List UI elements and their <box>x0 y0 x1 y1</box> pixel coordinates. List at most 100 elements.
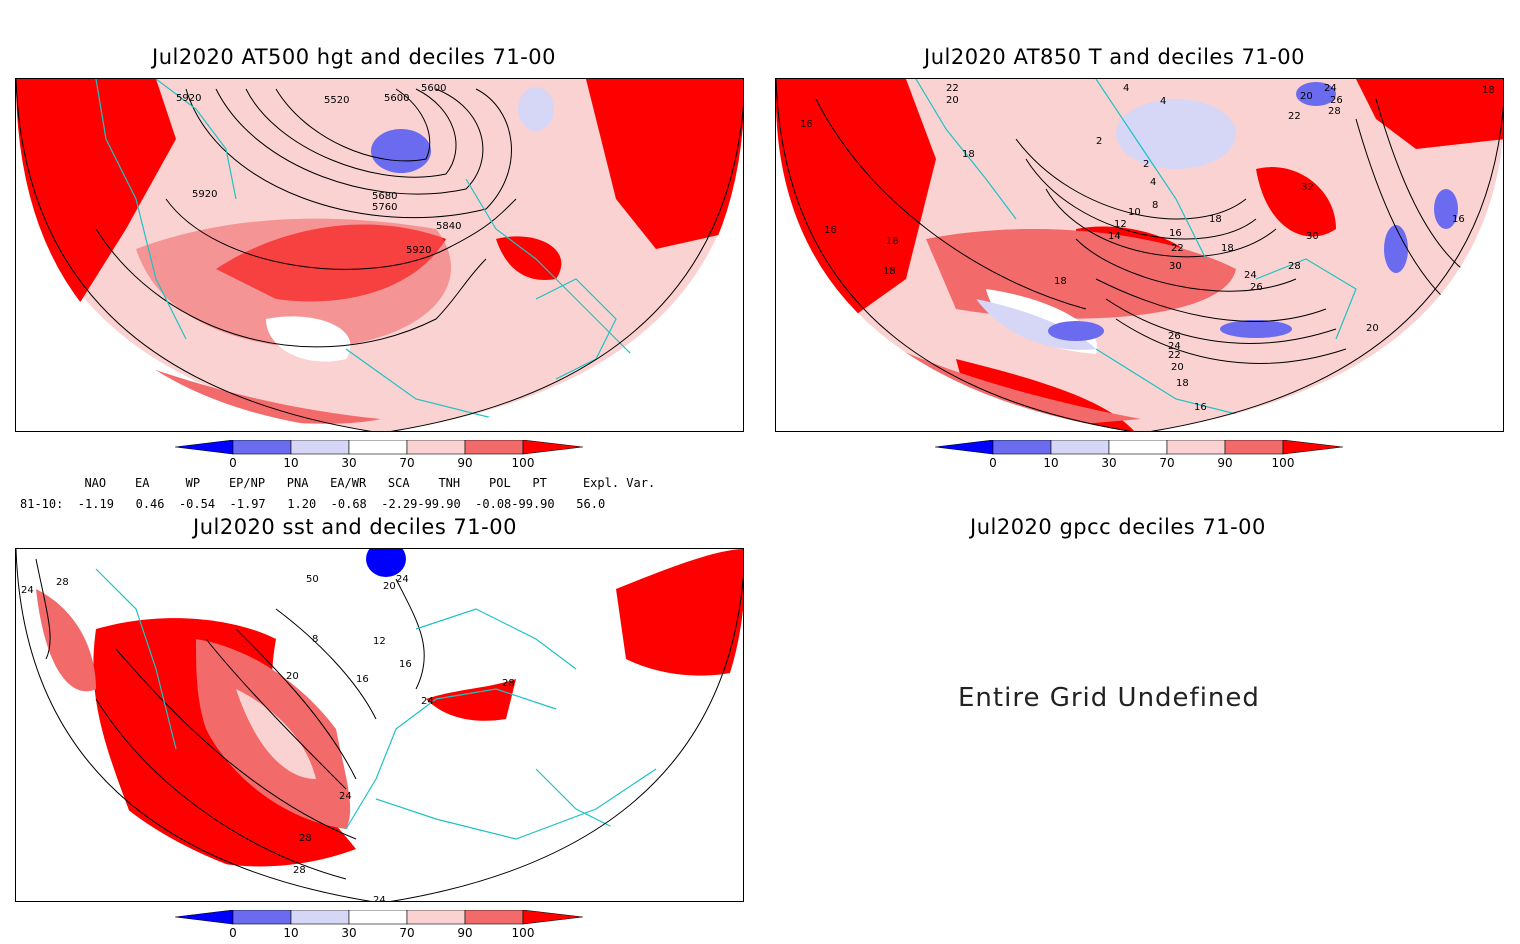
map-at500-svg: 5920 5520 5600 5600 5920 5680 5760 5840 … <box>16 79 743 431</box>
decile-90-shade <box>496 236 562 280</box>
cb-tick: 90 <box>457 456 472 470</box>
decile-30-shade <box>1116 99 1236 169</box>
contour-labels: 24 28 50 24 20 8 12 16 20 16 24 28 24 28… <box>21 574 515 902</box>
svg-text:30: 30 <box>1169 261 1182 272</box>
hemisphere-edge <box>776 79 1503 431</box>
svg-text:24: 24 <box>373 895 386 902</box>
decile-90-shade <box>586 79 743 249</box>
coastlines <box>95 568 657 840</box>
svg-text:26: 26 <box>1330 95 1343 106</box>
cb-tick: 100 <box>512 456 535 470</box>
map-sst-svg: 24 28 50 24 20 8 12 16 20 16 24 28 24 28… <box>16 549 743 902</box>
hemisphere-edge <box>16 79 743 431</box>
svg-text:5920: 5920 <box>406 245 431 256</box>
colorbar-swatches: 0 10 30 70 90 100 <box>174 439 584 470</box>
contour-labels: 22 20 4 4 24 18 16 18 2 2 4 8 20 22 26 2… <box>800 83 1495 413</box>
svg-text:2: 2 <box>1143 159 1149 170</box>
decile-70-shade <box>136 218 451 349</box>
colorbar-swatches: 0 10 30 70 90 100 <box>934 439 1344 470</box>
svg-text:26: 26 <box>1168 331 1181 342</box>
decile-30-shade <box>266 316 351 362</box>
cb-tick: 100 <box>1272 456 1295 470</box>
svg-text:22: 22 <box>1171 243 1184 254</box>
cb-tick: 90 <box>1217 456 1232 470</box>
sst-contours <box>35 558 425 880</box>
svg-text:20: 20 <box>383 581 396 592</box>
svg-text:18: 18 <box>1176 378 1189 389</box>
decile-30-shade <box>518 87 554 131</box>
decile-10-shade <box>1434 189 1458 229</box>
svg-text:12: 12 <box>373 636 386 647</box>
svg-text:2: 2 <box>1096 136 1102 147</box>
colorbar-sst: 0 10 30 70 90 100 <box>174 909 585 940</box>
svg-text:5920: 5920 <box>192 189 217 200</box>
colorbar-at500: 0 10 30 70 90 100 <box>174 439 585 470</box>
svg-text:5760: 5760 <box>372 202 397 213</box>
svg-text:32: 32 <box>1301 182 1314 193</box>
hemisphere-edge <box>16 549 743 901</box>
cb-tick: 30 <box>341 926 356 940</box>
svg-text:22: 22 <box>1288 111 1301 122</box>
decile-70-shade <box>836 319 1141 431</box>
svg-text:16: 16 <box>1452 214 1465 225</box>
decile-90-shade <box>616 549 743 676</box>
svg-text:24: 24 <box>1324 83 1337 94</box>
cb-tick: 0 <box>229 456 237 470</box>
svg-text:5520: 5520 <box>324 95 349 106</box>
map-panel-at500: 5920 5520 5600 5600 5920 5680 5760 5840 … <box>15 78 744 432</box>
cb-tick: 70 <box>399 456 414 470</box>
svg-text:24: 24 <box>339 791 352 802</box>
cb-tick: 90 <box>457 926 472 940</box>
panel1-title: Jul2020 AT500 hgt and deciles 71-00 <box>152 45 557 69</box>
decile-10-shade <box>1220 320 1292 338</box>
svg-text:20: 20 <box>1171 362 1184 373</box>
cb-tick: 0 <box>229 926 237 940</box>
svg-text:26: 26 <box>1250 282 1263 293</box>
index-header: NAO EA WP EP/NP PNA EA/WR SCA TNH POL PT… <box>70 476 656 490</box>
decile-70-shade <box>36 589 96 692</box>
decile-10-shade <box>371 129 431 173</box>
svg-text:22: 22 <box>946 83 959 94</box>
svg-text:5600: 5600 <box>421 83 446 94</box>
svg-text:8: 8 <box>1152 200 1158 211</box>
svg-text:5920: 5920 <box>176 93 201 104</box>
svg-text:18: 18 <box>1054 276 1067 287</box>
cb-tick: 10 <box>1043 456 1058 470</box>
cb-tick: 0 <box>989 456 997 470</box>
svg-text:5840: 5840 <box>436 221 461 232</box>
index-values: 81-10: -1.19 0.46 -0.54 -1.97 1.20 -0.68… <box>20 497 606 511</box>
cb-tick: 70 <box>399 926 414 940</box>
temperature-contours <box>815 98 1477 364</box>
svg-text:8: 8 <box>312 634 318 645</box>
cb-tick: 100 <box>512 926 535 940</box>
svg-text:12: 12 <box>1114 219 1127 230</box>
svg-text:16: 16 <box>824 225 837 236</box>
decile-10-shade <box>1048 321 1104 341</box>
svg-text:28: 28 <box>502 678 515 689</box>
svg-text:30: 30 <box>1306 231 1319 242</box>
svg-text:14: 14 <box>1108 231 1121 242</box>
svg-text:18: 18 <box>883 266 896 277</box>
cb-tick: 70 <box>1159 456 1174 470</box>
contour-labels: 5920 5520 5600 5600 5920 5680 5760 5840 … <box>176 83 461 256</box>
svg-text:24: 24 <box>21 585 34 596</box>
svg-text:16: 16 <box>800 119 813 130</box>
decile-10-shade <box>1384 225 1408 273</box>
svg-text:28: 28 <box>56 577 69 588</box>
svg-text:22: 22 <box>1168 350 1181 361</box>
svg-text:16: 16 <box>399 659 412 670</box>
decile-50-shade <box>236 689 316 779</box>
svg-text:18: 18 <box>1482 85 1495 96</box>
colorbar-at850: 0 10 30 70 90 100 <box>934 439 1345 470</box>
svg-text:20: 20 <box>1300 91 1313 102</box>
svg-text:4: 4 <box>1150 177 1156 188</box>
decile-90-shade <box>1356 79 1503 149</box>
svg-text:50: 50 <box>306 574 319 585</box>
decile-10-shade <box>1296 82 1336 106</box>
undefined-grid-message: Entire Grid Undefined <box>958 683 1260 713</box>
svg-text:20: 20 <box>946 95 959 106</box>
svg-text:18: 18 <box>962 149 975 160</box>
svg-text:24: 24 <box>1244 270 1257 281</box>
svg-text:10: 10 <box>1128 207 1141 218</box>
svg-text:18: 18 <box>1209 214 1222 225</box>
